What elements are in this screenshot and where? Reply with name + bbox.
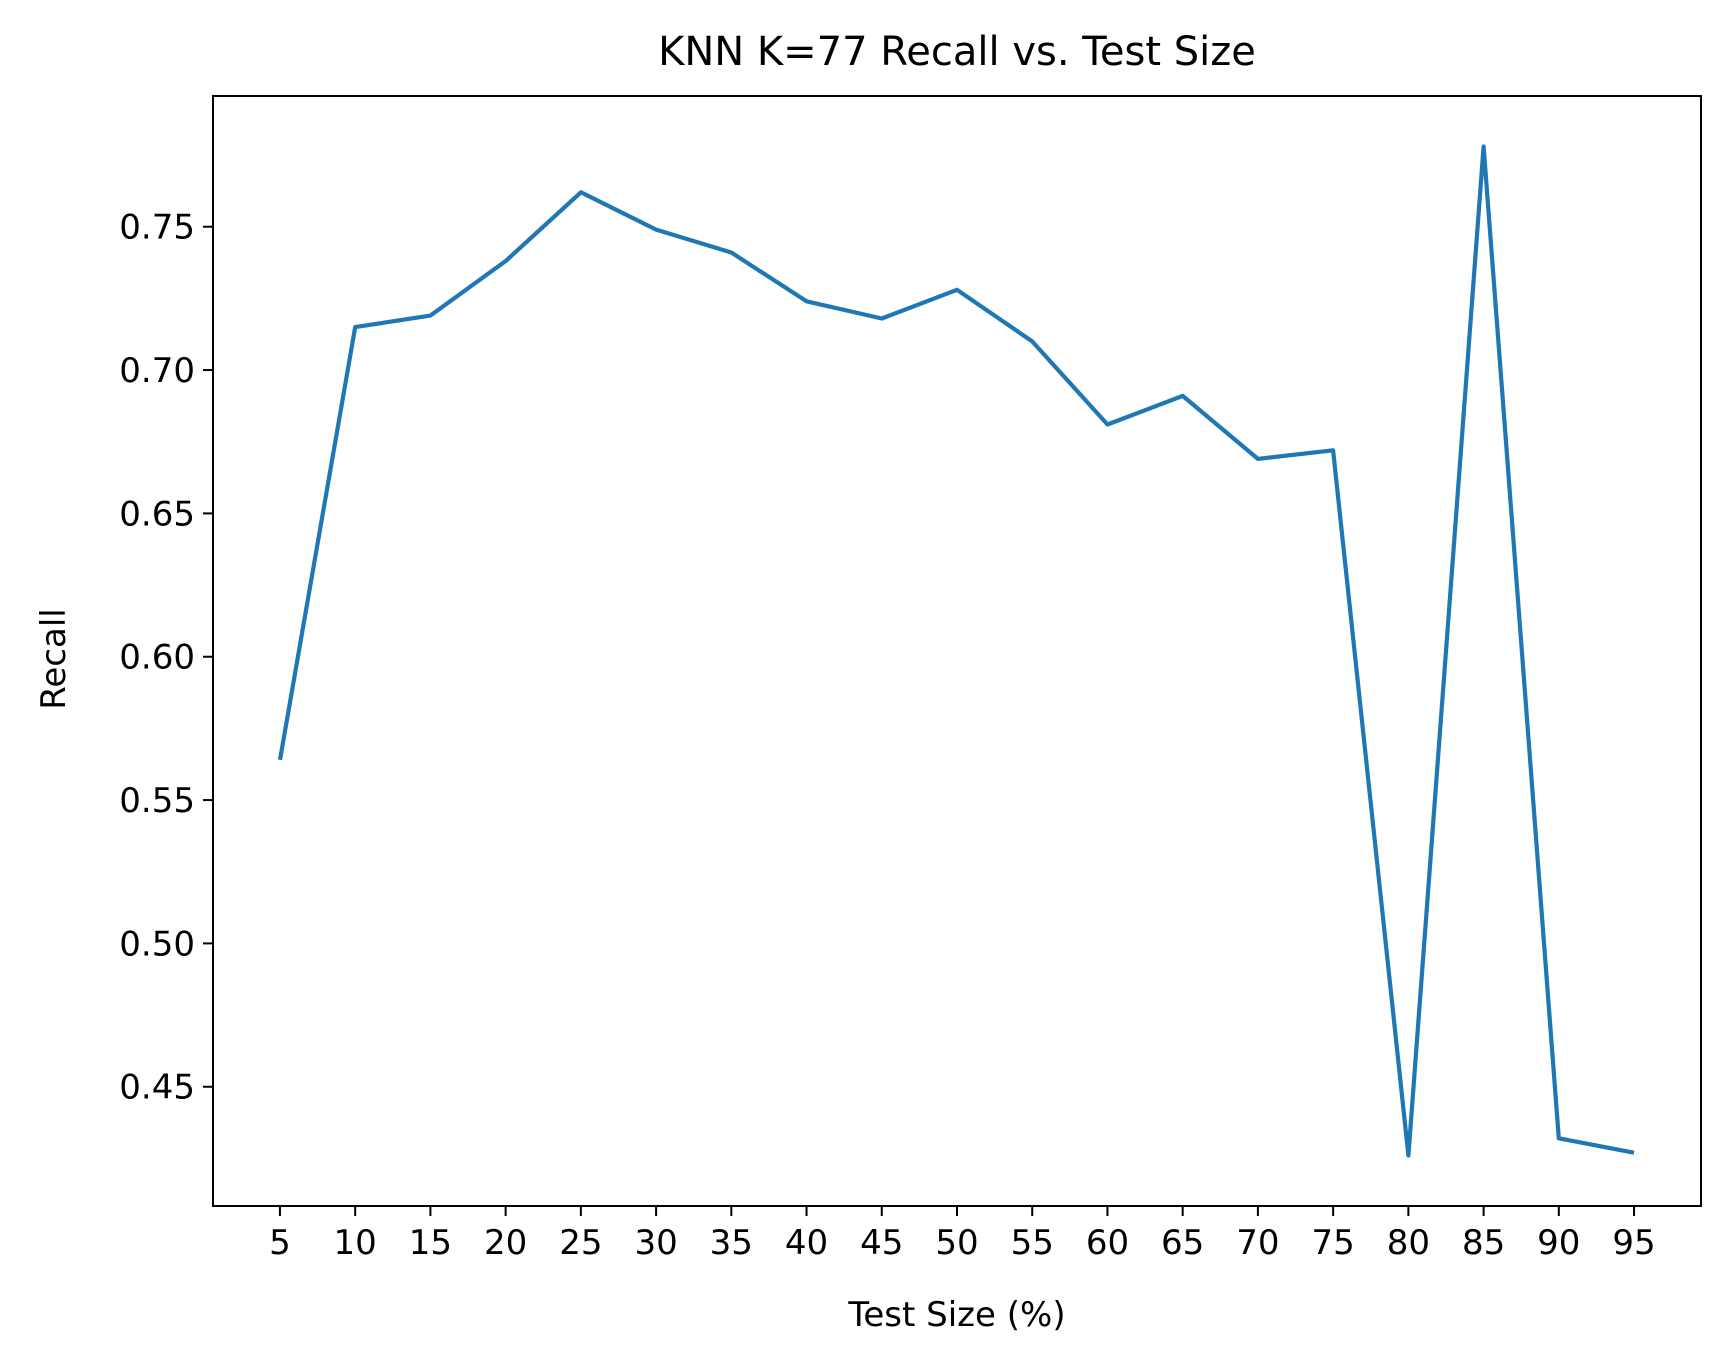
chart-title: KNN K=77 Recall vs. Test Size xyxy=(658,29,1256,75)
x-tick-label: 50 xyxy=(935,1223,978,1263)
plot-area xyxy=(277,144,1635,1158)
x-tick-label: 20 xyxy=(484,1223,527,1263)
x-axis-title: Test Size (%) xyxy=(847,1295,1065,1335)
y-tick-label: 0.55 xyxy=(119,781,195,821)
x-tick-label: 10 xyxy=(334,1223,377,1263)
x-tick-label: 45 xyxy=(860,1223,903,1263)
x-tick-label: 85 xyxy=(1462,1223,1505,1263)
x-tick-label: 5 xyxy=(269,1223,291,1263)
x-tick-label: 75 xyxy=(1312,1223,1355,1263)
x-tick-label: 25 xyxy=(559,1223,602,1263)
y-tick-label: 0.70 xyxy=(119,351,195,391)
x-tick-label: 30 xyxy=(634,1223,677,1263)
x-tick-label: 35 xyxy=(710,1223,753,1263)
y-tick-label: 0.75 xyxy=(119,208,195,248)
x-tick-label: 95 xyxy=(1612,1223,1655,1263)
x-tick-label: 55 xyxy=(1011,1223,1054,1263)
x-tick-label: 60 xyxy=(1086,1223,1129,1263)
x-tick-label: 65 xyxy=(1161,1223,1204,1263)
y-axis-title: Recall xyxy=(34,608,74,709)
y-tick-label: 0.50 xyxy=(119,924,195,964)
x-tick-label: 40 xyxy=(785,1223,828,1263)
series-line xyxy=(277,144,1635,1158)
x-axis: 5 10 15 20 25 30 35 40 45 50 55 60 65 70 75 80 85 90 95 xyxy=(269,1206,1656,1263)
x-tick-label: 80 xyxy=(1387,1223,1430,1263)
x-tick-label: 90 xyxy=(1537,1223,1580,1263)
y-axis: 0.45 0.50 0.55 0.60 0.65 0.70 0.75 xyxy=(119,208,213,1108)
x-tick-label: 15 xyxy=(409,1223,452,1263)
y-tick-label: 0.45 xyxy=(119,1068,195,1108)
y-tick-label: 0.65 xyxy=(119,494,195,534)
x-tick-label: 70 xyxy=(1236,1223,1279,1263)
y-tick-label: 0.60 xyxy=(119,638,195,678)
axes-frame xyxy=(212,95,1702,1207)
